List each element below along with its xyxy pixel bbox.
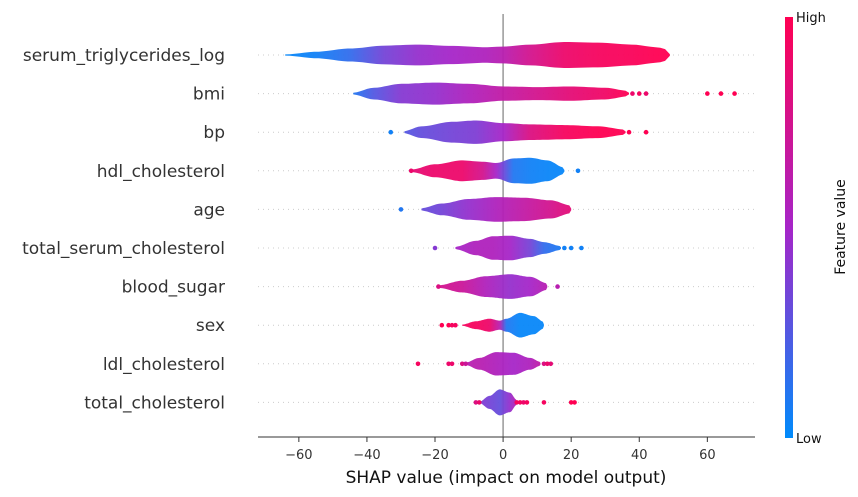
violin-age — [421, 197, 572, 222]
x-axis-ticks: −60 −40 −20 0 20 40 60 — [285, 437, 716, 463]
outlier-point — [449, 361, 455, 367]
outlier-point — [473, 400, 479, 405]
feature-label: total_cholesterol — [84, 393, 225, 413]
violin-bp — [404, 120, 626, 144]
x-tick-label: 40 — [631, 448, 648, 463]
outlier-point — [718, 91, 724, 96]
outlier-point — [408, 168, 414, 174]
outlier-point — [459, 361, 465, 367]
outlier-point — [436, 284, 441, 289]
violin-blood_sugar — [438, 274, 548, 299]
feature-label: bp — [203, 123, 225, 143]
outlier-point — [388, 129, 394, 135]
outlier-point — [636, 91, 642, 96]
feature-label: total_serum_cholesterol — [22, 239, 225, 259]
outlier-point — [541, 400, 547, 405]
x-tick-label: 20 — [563, 448, 580, 463]
outlier-point — [575, 168, 581, 174]
feature-label: blood_sugar — [122, 278, 225, 298]
colorbar-title: Feature value — [833, 179, 849, 275]
outlier-point — [705, 91, 710, 96]
outlier-point — [732, 91, 737, 96]
colorbar-low-label: Low — [796, 432, 822, 447]
x-tick-label: −20 — [421, 448, 448, 463]
violin-hdl_cholesterol — [411, 157, 565, 184]
outlier-point — [398, 207, 404, 212]
violin-bmi — [353, 82, 629, 105]
outlier-point — [626, 129, 632, 135]
outlier-point — [415, 361, 421, 367]
outlier-point — [463, 361, 468, 367]
outlier-points — [388, 91, 737, 405]
violin-total_serum_cholesterol — [455, 235, 561, 261]
violin-ldl_cholesterol — [465, 352, 541, 376]
outlier-point — [439, 322, 445, 328]
outlier-point — [521, 400, 526, 405]
outlier-point — [555, 284, 560, 289]
outlier-point — [453, 322, 458, 328]
violin-serum_triglycerides_log — [285, 42, 670, 68]
outlier-point — [568, 245, 574, 251]
outlier-point — [446, 361, 451, 367]
outlier-point — [643, 129, 649, 135]
colorbar-gradient — [785, 17, 793, 438]
outlier-point — [579, 245, 584, 251]
violin-plots — [285, 42, 670, 416]
outlier-point — [524, 400, 530, 405]
outlier-point — [568, 400, 574, 405]
feature-label: serum_triglycerides_log — [23, 46, 225, 66]
violin-total_cholesterol — [479, 389, 517, 416]
outlier-point — [517, 400, 523, 405]
outlier-point — [476, 400, 482, 405]
outlier-point — [548, 361, 554, 367]
outlier-point — [541, 361, 547, 367]
outlier-point — [432, 245, 438, 251]
outlier-point — [562, 245, 567, 251]
x-tick-label: −40 — [353, 448, 380, 463]
colorbar-high-label: High — [796, 11, 826, 26]
feature-label: age — [193, 200, 225, 220]
feature-label: ldl_cholesterol — [103, 355, 225, 375]
outlier-point — [446, 322, 451, 328]
violin-sex — [462, 312, 544, 338]
x-tick-label: −60 — [285, 448, 312, 463]
outlier-point — [630, 91, 635, 96]
feature-label: bmi — [193, 85, 225, 105]
x-tick-label: 60 — [699, 448, 716, 463]
outlier-point — [514, 400, 520, 405]
outlier-point — [449, 322, 455, 328]
feature-label: sex — [196, 316, 225, 336]
x-axis-title: SHAP value (impact on model output) — [346, 468, 667, 488]
outlier-point — [545, 361, 550, 367]
row-guide-lines — [258, 54, 755, 403]
outlier-point — [572, 400, 577, 405]
feature-label: hdl_cholesterol — [97, 162, 225, 182]
x-tick-label: 0 — [499, 448, 507, 463]
colorbar: High Low Feature value — [785, 11, 849, 447]
outlier-point — [643, 91, 649, 96]
